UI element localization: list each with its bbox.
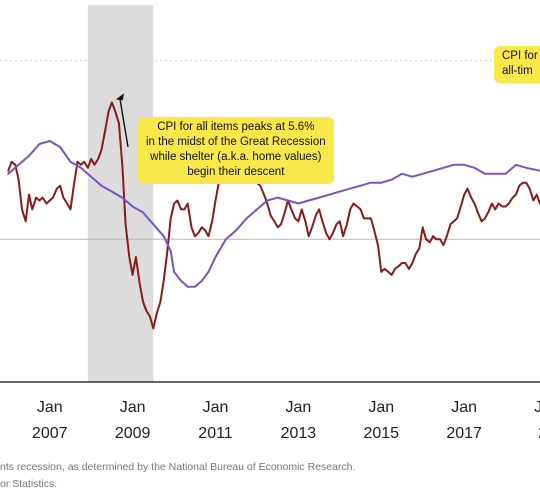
annotation-alltime-line: CPI for bbox=[502, 50, 538, 62]
x-tick-label: 2015 bbox=[363, 425, 399, 442]
annotation-peak-line: while shelter (a.k.a. home values) bbox=[150, 151, 322, 163]
x-tick-label: Jan bbox=[285, 399, 311, 416]
x-tick-label: Jan bbox=[37, 399, 63, 416]
annotation-alltime: CPI for all-tim bbox=[494, 46, 540, 83]
x-tick-label: 20 bbox=[538, 425, 540, 442]
annotation-peak-line: in the midst of the Great Recession bbox=[146, 136, 326, 148]
recession-band bbox=[87, 5, 154, 382]
x-tick-label: Jan bbox=[451, 399, 477, 416]
x-tick-label: 2009 bbox=[115, 425, 151, 442]
series-line-1 bbox=[7, 140, 540, 288]
series-line-0 bbox=[7, 101, 540, 330]
x-tick-label: Jan bbox=[120, 399, 146, 416]
footnote-source: or Statistics. bbox=[0, 478, 58, 490]
annotation-peak: CPI for all items peaks at 5.6% in the m… bbox=[138, 117, 334, 184]
x-tick-label: Jan bbox=[534, 399, 540, 416]
annotation-arrow bbox=[119, 98, 129, 148]
x-tick-label: 2017 bbox=[446, 425, 482, 442]
x-tick-label: 2007 bbox=[32, 425, 68, 442]
footnote-recession: nts recession, as determined by the Nati… bbox=[0, 461, 356, 473]
x-tick-label: Jan bbox=[203, 399, 229, 416]
x-tick-label: Jan bbox=[368, 399, 394, 416]
x-tick-label: 2013 bbox=[281, 425, 317, 442]
annotation-peak-line: CPI for all items peaks at 5.6% bbox=[157, 121, 315, 133]
annotation-peak-line: begin their descent bbox=[187, 166, 285, 178]
x-tick-label: 2011 bbox=[198, 425, 233, 442]
annotation-alltime-line: all-tim bbox=[502, 65, 533, 77]
annotation-arrowhead bbox=[115, 93, 124, 101]
